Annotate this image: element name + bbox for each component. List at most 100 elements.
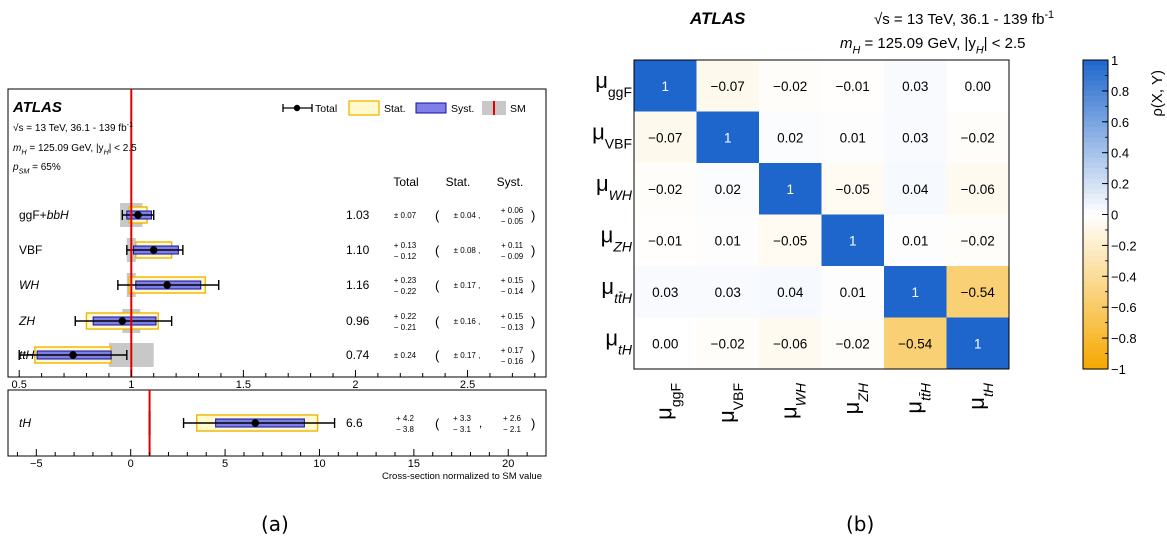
open-paren: ( [435,278,440,293]
x-tick-label-lower: 15 [408,458,420,470]
colorbar-segment [1083,188,1108,195]
colorbar-tick-label: 0.6 [1111,115,1129,130]
central-value-point-th [251,419,260,427]
colorbar-segment [1083,245,1108,252]
legend-total-point [293,104,301,112]
syst-error-up-th: + 2.6 [503,414,522,423]
heatmap-cell [759,111,822,164]
x-tick-label-lower: −5 [30,458,43,470]
colorbar-segment [1083,240,1108,246]
heatmap-cell [696,266,760,318]
row-label: μWH [596,171,633,203]
heatmap-cell [821,317,885,370]
total-error-down-th: − 3.8 [396,425,415,434]
cell-value: −0.07 [648,130,682,145]
total-error-up-zh: + 0.22 [394,312,417,321]
x-tick-label-upper: 2.5 [460,379,475,391]
legend-total-label: Total [315,103,337,115]
cell-value: 0.04 [902,182,929,197]
colorbar-segment [1083,266,1108,272]
cell-value: 0.04 [777,285,804,300]
heatmap-cell [634,111,697,164]
cell-value: −0.54 [898,336,933,351]
close-paren: ) [531,416,535,431]
stat-error-up-th: + 3.3 [453,414,472,423]
heatmap-cell [759,214,822,267]
cell-value: 0.02 [777,130,803,145]
syst-error-up-vbf: + 0.11 [501,241,523,250]
cell-value: −0.05 [773,233,807,248]
legend-syst-label: Syst. [451,103,474,115]
process-label-th: tH [19,416,31,430]
heatmap-cell [759,163,822,215]
heatmap-cell [884,111,947,164]
x-tick-label-upper: 0.5 [12,379,27,391]
central-value-th: 6.6 [346,416,363,430]
colorbar-segment [1083,116,1108,123]
colorbar-tick-label: −0.2 [1111,238,1137,253]
heatmap-cell [946,214,1010,267]
colorbar-segment [1083,363,1108,370]
column-label: μtt̄H [901,382,933,413]
heatmap-frame [633,59,1010,370]
heatmap-cell [946,111,1010,164]
column-label: μZH [839,382,871,414]
heatmap-cell [821,266,885,318]
colorbar-segment [1083,322,1108,329]
central-value-vbf: 1.10 [346,243,370,257]
total-error-down-wh: − 0.22 [394,287,417,296]
cell-value: −0.02 [836,336,870,351]
column-label: μtH [964,382,996,410]
colorbar-segment [1083,224,1108,231]
syst-error-up-tth: + 0.17 [501,346,524,355]
close-paren: ) [531,243,535,258]
process-label-zh: ZH [18,314,35,328]
legend-stat-label: Stat. [384,103,406,115]
colorbar-segment [1083,307,1108,313]
colorbar-segment [1083,199,1108,205]
heatmap-cell [759,317,822,370]
open-paren: ( [435,243,440,258]
row-label: μVBF [592,119,632,151]
cell-value: 1 [661,79,669,94]
column-label: μVBF [714,383,746,423]
colorbar-segment [1083,235,1108,241]
colorbar-segment [1083,96,1108,102]
central-value-point-zh [118,317,127,325]
colorbar-segment [1083,178,1108,185]
colorbar-segment [1083,317,1108,324]
colorbar-segment [1083,70,1108,77]
open-paren: ( [435,208,440,223]
x-tick-label-lower: 20 [502,458,514,470]
colorbar-segment [1083,126,1108,133]
syst-error-down-ggfbbh: − 0.05 [501,217,524,226]
process-label-tth: ttH [19,348,35,362]
stat-error-ggfbbh: ± 0.04 , [454,211,481,220]
cell-value: −0.05 [836,182,870,197]
heatmap-cell [696,111,760,164]
cell-value: −0.02 [773,79,807,94]
colorbar-tick-label: 0 [1111,208,1118,223]
colorbar-segment [1083,111,1108,118]
colorbar-segment [1083,75,1108,82]
higgs-mass-label: mH = 125.09 GeV, |yH| < 2.5 [13,143,137,157]
colorbar-segment [1083,60,1108,66]
cell-value: 0.01 [840,130,866,145]
cell-value: 0.01 [840,285,866,300]
colorbar-tick-label: 0.2 [1111,177,1129,192]
colorbar-segment [1083,281,1108,288]
cell-value: −0.06 [961,182,995,197]
colorbar-segment [1083,65,1108,71]
total-error-ggfbbh: ± 0.07 [394,211,417,220]
syst-error-down-wh: − 0.14 [501,287,524,296]
legend-syst-swatch [415,102,447,114]
x-tick-label-lower: 0 [128,458,134,470]
colorbar-segment [1083,147,1108,154]
colorbar-segment [1083,332,1108,339]
heatmap-cell [821,111,885,164]
colorbar-segment [1083,168,1108,174]
heatmap-cell [821,163,885,215]
colorbar-segment [1083,286,1108,293]
colorbar-tick-label: −0.4 [1111,269,1137,284]
